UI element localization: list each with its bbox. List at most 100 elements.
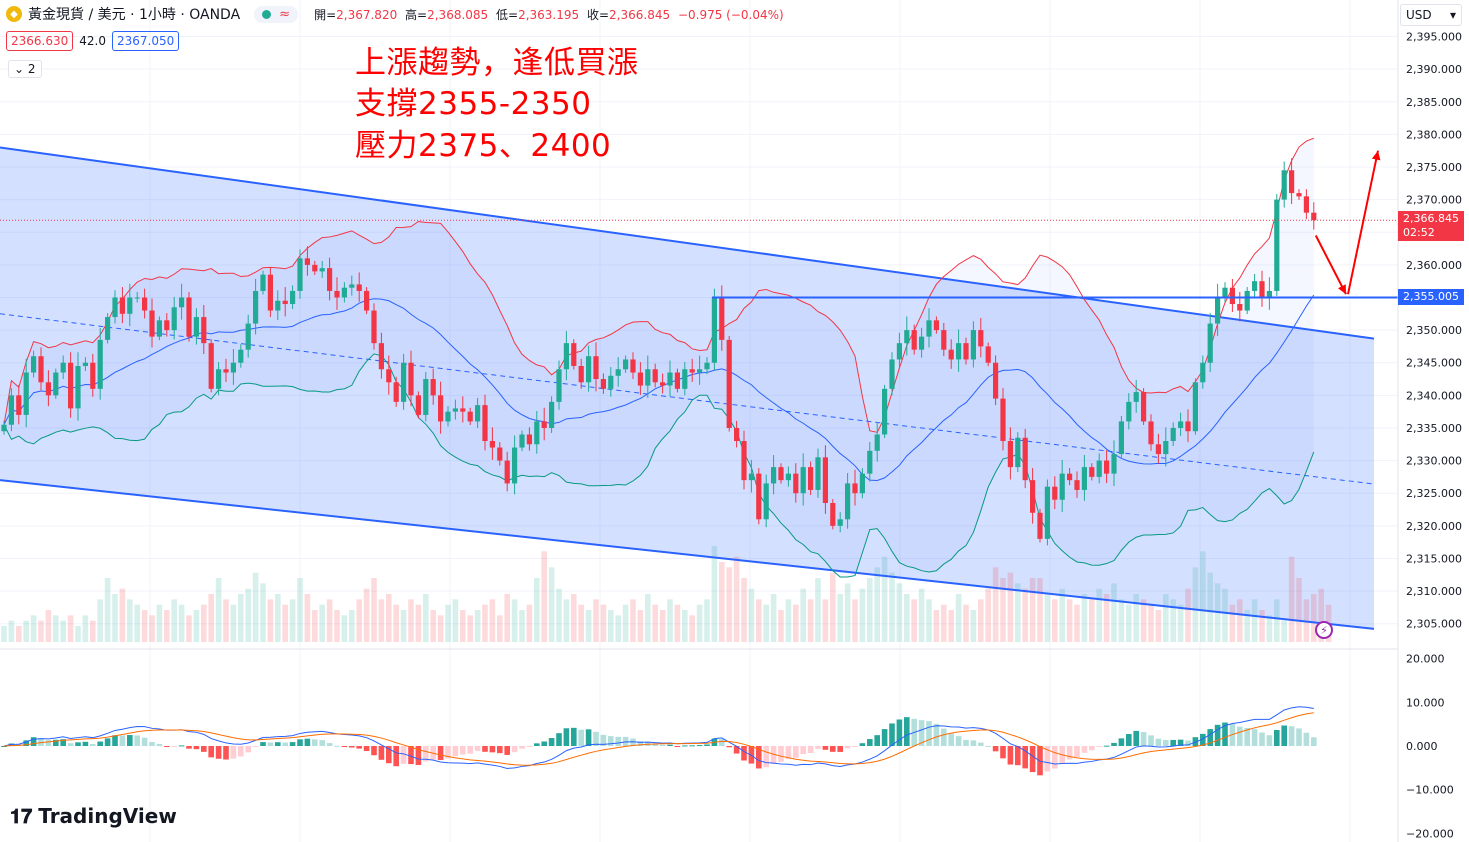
- forecast-arrow-line: [1347, 150, 1379, 295]
- volume-bar: [467, 615, 473, 642]
- candle-body: [1244, 290, 1250, 311]
- volume-bar: [874, 567, 880, 642]
- candle-body: [1289, 170, 1295, 194]
- macd-histogram-bar: [541, 741, 547, 746]
- volume-bar: [134, 604, 140, 642]
- volume-bar: [238, 594, 244, 642]
- macd-histogram-bar: [1192, 737, 1199, 746]
- currency-select[interactable]: USD ▾: [1400, 4, 1462, 26]
- macd-histogram-bar: [215, 746, 222, 759]
- buy-price-button[interactable]: 2367.050: [111, 31, 180, 51]
- wave-icon: ≈: [279, 6, 291, 22]
- candle-body: [941, 330, 947, 350]
- macd-histogram-bar: [1303, 732, 1310, 746]
- lightning-icon[interactable]: ⚡: [1315, 621, 1333, 639]
- sell-price-button[interactable]: 2366.630: [6, 31, 74, 51]
- annotation-line-2[interactable]: 支撐2355-2350: [355, 86, 592, 122]
- market-status[interactable]: ≈: [254, 5, 299, 23]
- candle-body: [785, 473, 791, 481]
- candle-body: [1022, 437, 1028, 481]
- candle-body: [563, 343, 569, 370]
- candle-body: [119, 297, 125, 314]
- channel-lower-line[interactable]: [0, 479, 1375, 630]
- annotation-line-1[interactable]: 上漲趨勢，逢低買漲: [355, 45, 639, 81]
- currency-value: USD: [1406, 8, 1432, 22]
- macd-histogram-bar: [963, 739, 969, 746]
- candle-body: [1096, 460, 1102, 477]
- macd-histogram-bar: [386, 746, 392, 764]
- volume-bar: [38, 620, 44, 642]
- macd-tick-label: 10.000: [1406, 696, 1445, 709]
- candle-body: [674, 372, 680, 389]
- volume-bar: [1140, 599, 1147, 642]
- price-tick-label: 2,340.000: [1406, 389, 1462, 402]
- candle-body: [763, 483, 769, 520]
- volume-bar: [918, 588, 925, 642]
- macd-histogram-bar: [615, 736, 621, 746]
- bid-ask-panel[interactable]: 2366.630 42.0 2367.050: [6, 31, 180, 51]
- candle-body: [1133, 392, 1139, 402]
- macd-histogram-bar: [1081, 746, 1088, 753]
- volume-bar: [1133, 594, 1139, 642]
- candlesticks: [1, 158, 1317, 546]
- forecast-arrows[interactable]: [1314, 150, 1381, 295]
- macd-histogram-bar: [689, 745, 695, 747]
- volume-bar: [60, 620, 66, 642]
- volume-bar: [1022, 588, 1028, 642]
- candle-body: [260, 274, 266, 291]
- symbol-title[interactable]: 黃金現貨 / 美元 · 1小時 · OANDA: [28, 7, 241, 23]
- volume-bar: [674, 604, 681, 642]
- volume-bar: [652, 604, 658, 642]
- macd-axis[interactable]: 20.000 10.000 0.000 −10.000 −20.000: [1406, 653, 1454, 841]
- volume-bar: [326, 599, 333, 642]
- volume-bar: [726, 567, 732, 642]
- macd-histogram-bar: [585, 729, 592, 746]
- candle-body: [475, 405, 481, 422]
- volume-bar: [793, 604, 799, 642]
- volume-bar: [1081, 594, 1088, 642]
- macd-histogram-bar: [1266, 735, 1273, 746]
- volume-bar: [171, 599, 177, 642]
- volume-bar: [615, 615, 621, 642]
- macd-histogram-bar: [1044, 746, 1051, 772]
- macd-histogram-bar: [82, 741, 89, 746]
- candle-body: [1296, 193, 1302, 197]
- candle-body: [1163, 441, 1169, 455]
- indicator-toggle[interactable]: ⌄ 2: [8, 60, 42, 78]
- candle-body: [356, 284, 362, 291]
- macd-histogram-bar: [970, 740, 977, 746]
- volume-bar: [497, 615, 503, 642]
- channel-upper-line[interactable]: [0, 146, 1375, 340]
- macd-histogram-bar: [186, 746, 192, 749]
- volume-bar: [393, 604, 399, 642]
- macd-histogram-bar: [889, 723, 895, 746]
- macd-histogram-bar: [437, 746, 444, 760]
- macd-histogram-bar: [600, 734, 607, 746]
- candle-body: [637, 372, 643, 386]
- macd-histogram-bar: [460, 746, 466, 755]
- macd-histogram-bar: [193, 746, 200, 750]
- candle-body: [1044, 486, 1050, 539]
- macd-histogram-bar: [630, 738, 636, 746]
- candle-body: [689, 369, 695, 373]
- macd-histogram-bar: [349, 746, 355, 748]
- candle-body: [1185, 421, 1191, 432]
- macd-histogram-bar: [423, 746, 429, 762]
- volume-bar: [800, 588, 806, 642]
- macd-histogram-bar: [445, 746, 451, 759]
- candle-body: [1074, 480, 1080, 490]
- macd-histogram-bar: [719, 739, 725, 746]
- volume-bar: [201, 604, 207, 642]
- volume-bar: [445, 604, 451, 642]
- candle-body: [45, 382, 51, 396]
- spread-value: 42.0: [79, 34, 106, 48]
- candle-body: [904, 330, 910, 344]
- volume-bar: [896, 583, 903, 642]
- candle-body: [519, 434, 525, 448]
- symbol-header[interactable]: ◆ 黃金現貨 / 美元 · 1小時 · OANDA ≈ 開=2,367.820 …: [6, 4, 788, 24]
- price-axis[interactable]: 2,395.000 2,390.000 2,385.000 2,380.000 2,37…: [1406, 31, 1462, 631]
- annotation-line-3[interactable]: 壓力2375、2400: [355, 128, 612, 164]
- forecast-arrow-head: [1338, 284, 1346, 295]
- candle-body: [415, 395, 421, 415]
